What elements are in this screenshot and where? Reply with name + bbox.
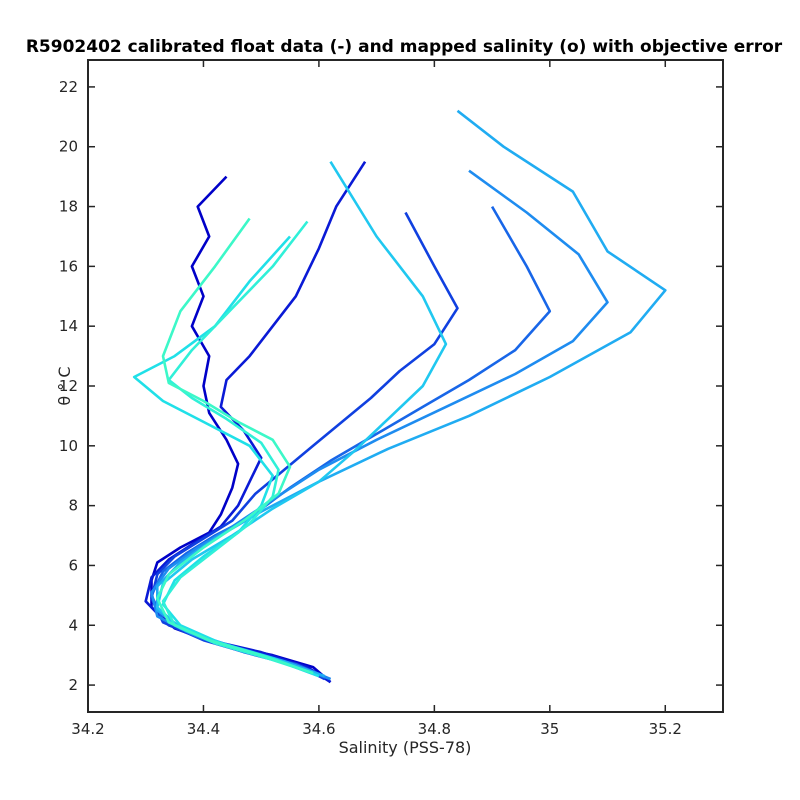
x-axis-label: Salinity (PSS-78) — [339, 738, 472, 757]
profile-line-10 — [156, 217, 314, 675]
plot-area — [88, 60, 723, 712]
x-tick-label: 35 — [540, 720, 559, 738]
x-tick-label: 34.2 — [71, 720, 104, 738]
ticks-layer: 34.2 34.4 34.6 34.8 35 35.2 2 4 6 8 10 12 14 16 18 20 22 — [59, 60, 723, 738]
y-axis-label: θ ° C — [55, 366, 74, 405]
profile-line-8 — [132, 235, 320, 678]
x-tick-label: 35.2 — [649, 720, 682, 738]
x-tick-label: 34.8 — [418, 720, 451, 738]
chart-title: R5902402 calibrated float data (-) and m… — [26, 37, 783, 57]
y-tick-label: 22 — [59, 78, 78, 96]
y-tick-label: 20 — [59, 138, 78, 156]
x-tick-label: 34.6 — [302, 720, 335, 738]
x-tick-label: 34.4 — [187, 720, 220, 738]
y-tick-label: 10 — [59, 437, 78, 455]
y-tick-label: 16 — [59, 257, 78, 275]
y-tick-label: 4 — [68, 616, 78, 634]
y-tick-label: 14 — [59, 317, 78, 335]
series-layer — [132, 109, 667, 684]
y-tick-label: 12 — [59, 377, 78, 395]
y-tick-label: 2 — [68, 676, 78, 694]
y-tick-label: 6 — [68, 556, 78, 574]
y-tick-label: 18 — [59, 198, 78, 216]
y-tick-label: 8 — [68, 497, 78, 515]
